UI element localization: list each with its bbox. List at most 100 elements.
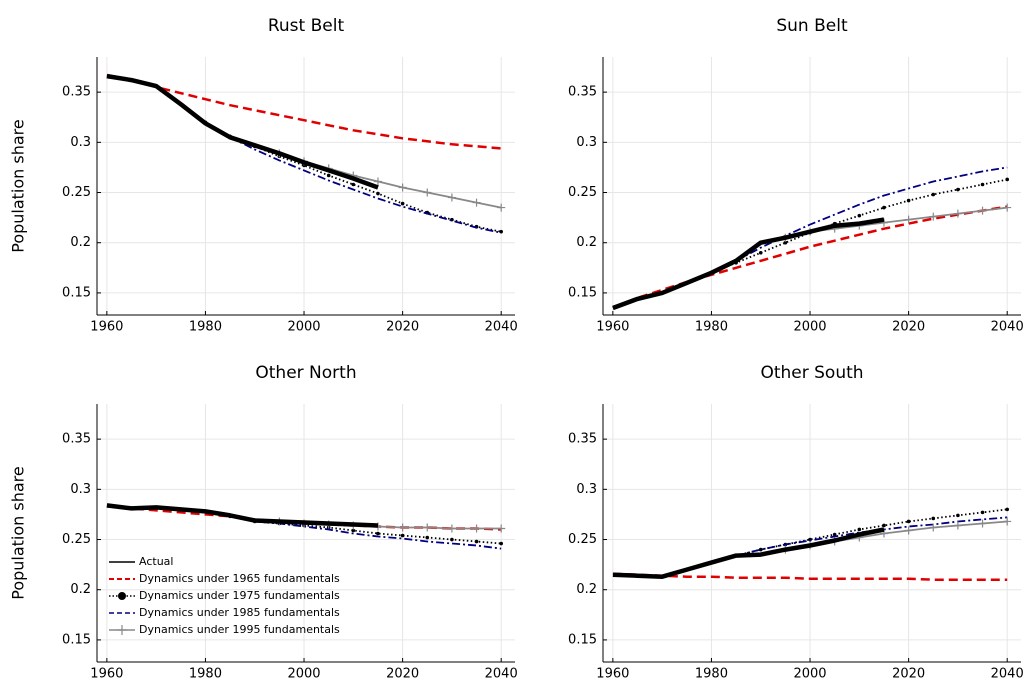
point-marker [400, 533, 405, 538]
series-line [735, 516, 1008, 557]
series-line [180, 103, 502, 233]
point-marker [904, 215, 913, 224]
series-line [686, 178, 1008, 284]
point-marker [1003, 517, 1012, 526]
series-line [785, 206, 1008, 239]
point-marker [472, 198, 481, 207]
point-marker [373, 177, 382, 186]
y-tick-label: 0.25 [568, 532, 597, 547]
point-marker [978, 206, 987, 215]
x-tick-label: 2000 [287, 320, 320, 335]
legend-marker [117, 625, 127, 635]
point-marker [497, 524, 506, 533]
point-marker [929, 212, 938, 221]
y-tick-label: 0.35 [62, 432, 91, 447]
point-marker [931, 516, 936, 521]
y-tick-label: 0.35 [568, 85, 597, 100]
legend-label: Dynamics under 1965 fundamentals [139, 572, 340, 585]
y-tick-label: 0.15 [62, 285, 91, 300]
subplot-title: Sun Belt [776, 16, 848, 36]
x-tick-label: 1960 [90, 320, 123, 335]
subplot-title: Rust Belt [268, 16, 345, 36]
point-marker [857, 527, 862, 532]
x-tick-label: 2020 [386, 320, 419, 335]
y-tick-label: 0.25 [568, 185, 597, 200]
series-line [612, 205, 1008, 310]
x-tick-label: 1960 [90, 667, 123, 682]
legend-label: Dynamics under 1975 fundamentals [139, 589, 340, 602]
point-marker [398, 523, 407, 532]
x-tick-label: 2040 [485, 320, 518, 335]
point-marker [956, 187, 960, 192]
legend-marker [118, 592, 126, 600]
legend-label: Actual [139, 555, 173, 568]
point-marker [882, 523, 886, 528]
point-marker [758, 250, 763, 255]
point-marker [1005, 177, 1009, 182]
x-tick-label: 1960 [596, 320, 629, 335]
point-marker [351, 528, 356, 533]
y-tick-label: 0.3 [70, 135, 91, 150]
y-tick-label: 0.15 [568, 632, 597, 647]
y-tick-label: 0.2 [576, 235, 597, 250]
series-line [229, 136, 502, 234]
x-tick-label: 1980 [695, 320, 728, 335]
point-marker [931, 192, 936, 197]
x-tick-label: 2040 [991, 320, 1024, 335]
point-marker [423, 188, 432, 197]
x-tick-label: 1980 [189, 667, 222, 682]
y-tick-label: 0.2 [70, 582, 91, 597]
y-tick-label: 0.35 [62, 85, 91, 100]
point-marker [423, 523, 432, 532]
point-marker [1003, 203, 1012, 212]
x-tick-label: 2000 [793, 667, 826, 682]
point-marker [978, 519, 987, 528]
y-tick-label: 0.15 [62, 632, 91, 647]
subplot-title: Other South [760, 363, 863, 383]
point-marker [398, 183, 407, 192]
subplot-title: Other North [255, 363, 356, 383]
series-line [612, 572, 1008, 581]
x-tick-label: 2000 [287, 667, 320, 682]
x-tick-label: 2020 [892, 667, 925, 682]
point-marker [758, 547, 763, 552]
point-marker [472, 524, 481, 533]
point-marker [400, 201, 405, 206]
point-marker [351, 182, 356, 187]
x-tick-label: 2020 [386, 667, 419, 682]
y-axis-label: Population share [9, 466, 28, 600]
series-line [612, 217, 885, 311]
series-line [279, 152, 502, 209]
legend-label: Dynamics under 1995 fundamentals [139, 623, 340, 636]
x-tick-label: 2000 [793, 320, 826, 335]
point-marker [953, 209, 962, 218]
point-marker [980, 510, 985, 515]
point-marker [904, 526, 913, 535]
y-tick-label: 0.35 [568, 432, 597, 447]
point-marker [906, 519, 911, 524]
series-line [612, 527, 885, 579]
point-marker [376, 191, 380, 196]
series-line [106, 73, 379, 190]
point-marker [832, 532, 837, 537]
y-tick-label: 0.3 [576, 482, 597, 497]
series-line [686, 508, 1008, 571]
point-marker [956, 513, 960, 518]
point-marker [497, 203, 506, 212]
point-marker [447, 524, 456, 533]
point-marker [906, 198, 911, 203]
series-line [106, 73, 502, 150]
y-tick-label: 0.25 [62, 532, 91, 547]
x-tick-label: 1980 [189, 320, 222, 335]
point-marker [499, 541, 503, 546]
point-marker [953, 521, 962, 530]
series-line [106, 503, 379, 528]
x-tick-label: 1980 [695, 667, 728, 682]
point-marker [857, 213, 862, 218]
point-marker [326, 173, 331, 178]
series-line [229, 514, 502, 550]
x-tick-label: 2040 [485, 667, 518, 682]
point-marker [474, 539, 479, 544]
point-marker [425, 535, 430, 540]
